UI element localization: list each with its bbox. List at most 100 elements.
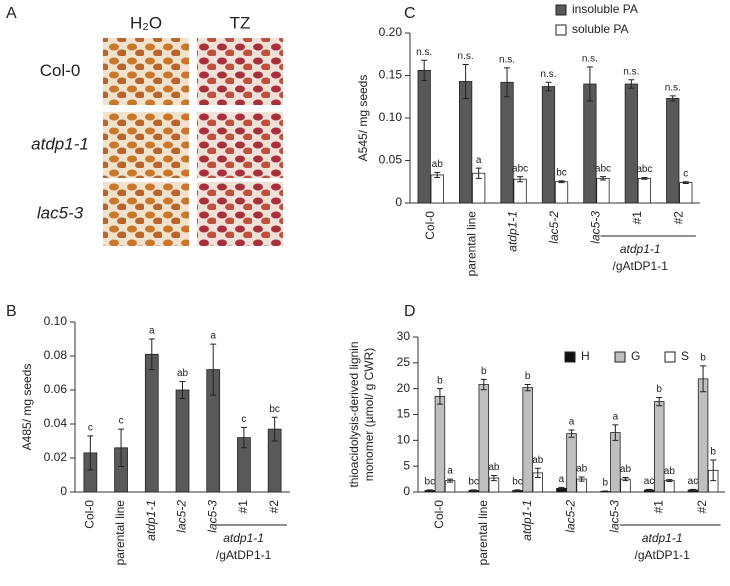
x-tick-label: Col-0 xyxy=(423,211,437,240)
significance-label: c xyxy=(119,416,124,427)
legend-swatch xyxy=(664,351,676,363)
significance-label: n.s. xyxy=(499,54,515,65)
bar xyxy=(679,182,693,204)
seed-photo xyxy=(197,38,283,105)
x-tick-label: #2 xyxy=(695,500,709,514)
significance-label: bc xyxy=(512,477,523,488)
x-tick-label: #2 xyxy=(671,211,685,225)
error-bar xyxy=(447,478,454,483)
y-axis-label: thioacidolysis-derived lignin xyxy=(347,341,361,487)
significance-label: b xyxy=(525,371,531,382)
significance-label: ab xyxy=(177,368,189,379)
significance-label: b xyxy=(602,478,608,489)
error-bar xyxy=(700,365,707,393)
error-bar xyxy=(426,489,433,492)
error-bar xyxy=(586,66,593,102)
error-bar xyxy=(628,79,635,89)
bar xyxy=(144,353,159,493)
significance-label: b xyxy=(700,353,706,364)
significance-label: bc xyxy=(556,168,567,179)
significance-label: ac xyxy=(688,476,699,487)
chart: B A485/ mg seeds 0 0.02 0.04 0.06 0.08 0.10 c c a a… xyxy=(6,303,290,565)
significance-label: a xyxy=(569,417,575,428)
panel-label: C xyxy=(404,5,416,22)
bar xyxy=(697,378,709,493)
bar xyxy=(610,432,621,493)
significance-label: bc xyxy=(425,477,436,488)
error-bar xyxy=(87,435,94,471)
group-label: /gAtDP1-1 xyxy=(613,259,669,273)
y-tick-label: 0.08 xyxy=(44,348,68,362)
column-label: H₂O xyxy=(130,13,162,32)
error-bar xyxy=(578,476,585,482)
significance-label: ac xyxy=(644,476,655,487)
y-tick-label: 0 xyxy=(403,484,410,498)
seed-photo xyxy=(103,38,189,105)
error-bar xyxy=(421,59,428,82)
x-tick-label: lac5-2 xyxy=(564,500,578,533)
bar xyxy=(430,174,444,204)
x-tick-label: lac5-3 xyxy=(589,211,603,244)
error-bar xyxy=(436,388,443,405)
error-bar xyxy=(656,396,663,407)
panel-label: A xyxy=(6,5,17,22)
y-tick-label: 0.04 xyxy=(44,416,68,430)
error-bar xyxy=(558,180,565,184)
error-bar xyxy=(118,428,125,467)
significance-label: b xyxy=(437,375,443,386)
y-tick-label: 20 xyxy=(397,381,411,395)
significance-label: ab xyxy=(532,455,544,466)
significance-label: a xyxy=(447,466,453,477)
significance-label: n.s. xyxy=(540,69,556,80)
seed-photo xyxy=(103,182,189,246)
error-bar xyxy=(599,176,606,181)
bar xyxy=(459,81,473,204)
error-bar xyxy=(271,416,278,442)
legend-swatch xyxy=(614,351,626,363)
seed-photo xyxy=(197,112,283,178)
x-tick-label: #1 xyxy=(651,500,665,514)
error-bar xyxy=(612,424,619,441)
legend-label: soluble PA xyxy=(572,22,628,36)
x-tick-label: atdp1-1 xyxy=(144,500,158,541)
error-bar xyxy=(666,479,673,483)
y-tick-label: 0.10 xyxy=(379,110,403,124)
y-axis-label: A485/ mg seeds xyxy=(20,364,34,451)
x-tick-label: atdp1-1 xyxy=(520,500,534,541)
error-bar xyxy=(669,95,676,102)
x-tick-label: lac5-2 xyxy=(175,500,189,533)
seed-photo xyxy=(197,182,283,246)
y-tick-label: 0.20 xyxy=(379,25,403,39)
bar xyxy=(664,480,675,493)
error-bar xyxy=(490,474,497,482)
error-bar xyxy=(240,426,247,449)
group-label: /gAtDP1-1 xyxy=(216,548,272,562)
legend-swatch xyxy=(564,351,576,363)
legend-label: insoluble PA xyxy=(572,2,638,16)
significance-label: a xyxy=(210,331,216,342)
bar xyxy=(637,177,651,204)
y-tick-label: 0 xyxy=(395,195,402,209)
significance-label: b xyxy=(656,384,662,395)
bar xyxy=(666,98,680,204)
significance-label: a xyxy=(476,155,482,166)
y-tick-label: 5 xyxy=(403,458,410,472)
legend-swatch xyxy=(555,4,567,16)
y-tick-label: 0.15 xyxy=(379,68,403,82)
y-tick-label: 10 xyxy=(397,433,411,447)
error-bar xyxy=(517,176,524,183)
group-label: atdp1-1 xyxy=(642,531,683,545)
row-label: Col-0 xyxy=(40,61,81,80)
error-bar xyxy=(210,343,217,396)
error-bar xyxy=(558,486,565,490)
error-bar xyxy=(710,459,717,482)
error-bar xyxy=(646,488,653,491)
significance-label: bc xyxy=(269,404,280,415)
significance-label: n.s. xyxy=(582,54,598,65)
bar xyxy=(478,384,490,493)
y-tick-label: 30 xyxy=(397,329,411,343)
legend-label: S xyxy=(681,349,689,363)
error-bar xyxy=(568,429,575,438)
error-bar xyxy=(475,167,482,179)
